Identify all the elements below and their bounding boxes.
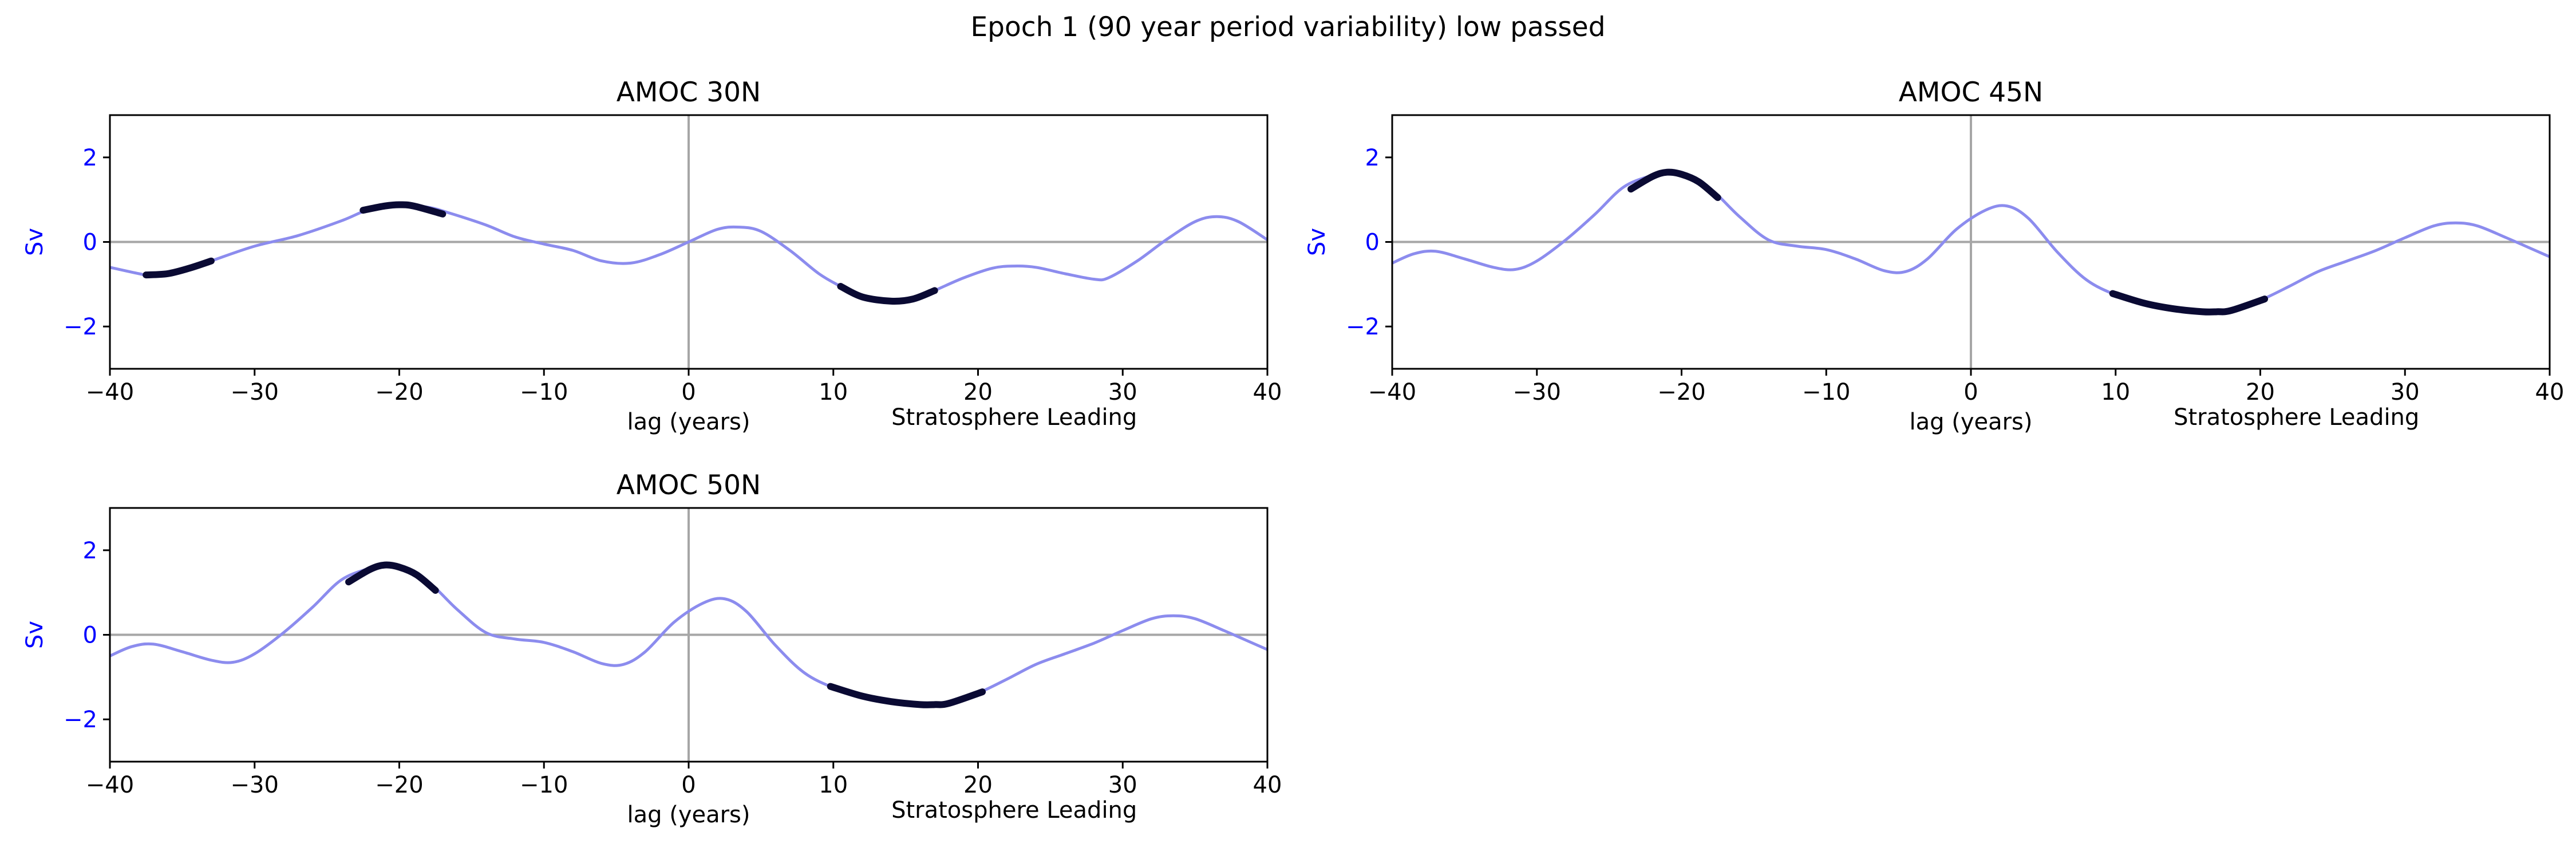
significant-segment-2: [359, 201, 447, 218]
significant-segment-2: [2109, 290, 2269, 316]
x-tick-label: 0: [681, 772, 696, 798]
x-tick-label: 30: [2391, 379, 2420, 405]
significant-segment-3: [837, 283, 938, 305]
x-tick-label: −30: [231, 772, 279, 798]
x-tick-label: 40: [1253, 772, 1282, 798]
x-axis-label: lag (years): [627, 802, 750, 828]
x-tick-label: 10: [819, 772, 848, 798]
x-tick-label: 40: [1253, 379, 1282, 405]
panel-title: AMOC 50N: [617, 470, 761, 501]
significant-segment-1: [345, 561, 439, 594]
series-line: [1392, 170, 2550, 314]
significant-segment-1: [143, 257, 215, 279]
x-tick-label: 30: [1108, 379, 1137, 405]
significant-segment-2: [827, 683, 986, 708]
y-tick-label: 0: [1365, 230, 1380, 256]
annotation-stratosphere-leading: Stratosphere Leading: [2174, 404, 2419, 431]
y-axis-label: Sv: [22, 621, 48, 649]
x-tick-label: 20: [963, 379, 993, 405]
x-tick-label: −20: [1657, 379, 1705, 405]
x-tick-label: −10: [520, 379, 568, 405]
y-tick-label: 2: [83, 538, 97, 564]
x-tick-label: −30: [1513, 379, 1561, 405]
x-tick-label: −30: [231, 379, 279, 405]
x-tick-label: −40: [1368, 379, 1416, 405]
y-tick-label: 0: [83, 230, 97, 256]
series-line: [110, 203, 1267, 303]
y-tick-label: −2: [64, 314, 97, 340]
x-tick-label: −40: [86, 772, 134, 798]
annotation-stratosphere-leading: Stratosphere Leading: [891, 797, 1137, 823]
x-tick-label: 40: [2535, 379, 2565, 405]
x-tick-label: 0: [1963, 379, 1978, 405]
y-tick-label: 0: [83, 622, 97, 649]
panel-title: AMOC 45N: [1899, 77, 2043, 108]
x-tick-label: 0: [681, 379, 696, 405]
y-tick-label: −2: [64, 707, 97, 733]
series-line: [110, 563, 1267, 707]
y-axis-label: Sv: [22, 228, 48, 256]
x-tick-label: 10: [2101, 379, 2130, 405]
figure-title: Epoch 1 (90 year period variability) low…: [970, 11, 1605, 43]
panel-title: AMOC 30N: [617, 77, 761, 108]
annotation-stratosphere-leading: Stratosphere Leading: [891, 404, 1137, 431]
y-tick-label: 2: [83, 145, 97, 171]
x-tick-label: −10: [1802, 379, 1850, 405]
x-axis-label: lag (years): [1909, 409, 2032, 435]
y-tick-label: −2: [1346, 314, 1380, 340]
y-tick-label: 2: [1365, 145, 1380, 171]
x-tick-label: 10: [819, 379, 848, 405]
x-tick-label: −40: [86, 379, 134, 405]
significant-segment-1: [1627, 168, 1721, 201]
x-tick-label: −20: [375, 379, 423, 405]
x-tick-label: 20: [2246, 379, 2275, 405]
y-axis-label: Sv: [1304, 228, 1330, 256]
x-tick-label: 20: [963, 772, 993, 798]
x-axis-label: lag (years): [627, 409, 750, 435]
x-tick-label: −20: [375, 772, 423, 798]
x-tick-label: 30: [1108, 772, 1137, 798]
x-tick-label: −10: [520, 772, 568, 798]
